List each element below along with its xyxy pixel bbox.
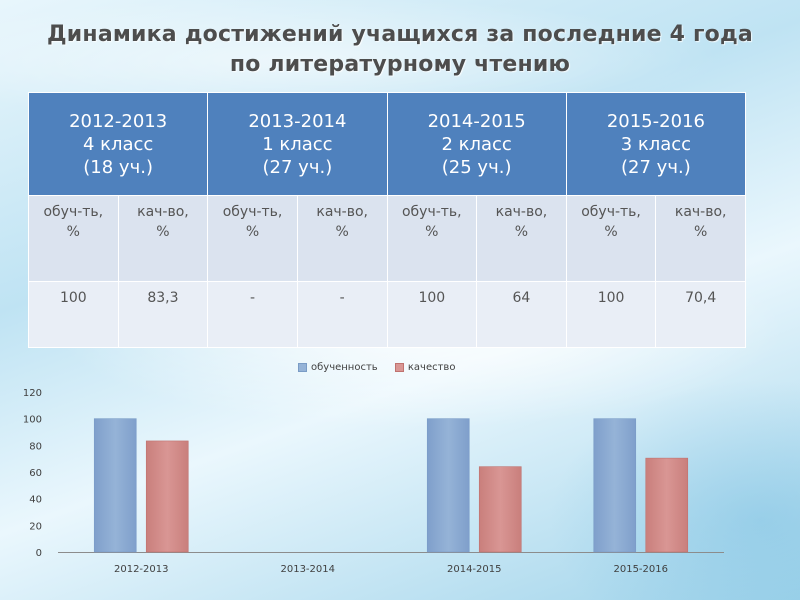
legend-swatch-series2 (394, 362, 404, 372)
subheader-unit: % (694, 224, 708, 240)
title-line-1: Динамика достижений учащихся за последни… (47, 22, 753, 47)
legend-swatch-series1 (298, 362, 307, 372)
subheader-label: обуч-ть, (222, 204, 283, 220)
period-year: 2012-2013 (69, 110, 168, 132)
period-year: 2013-2014 (248, 110, 347, 132)
period-grade: 2 класс (441, 133, 512, 155)
y-tick-label: 0 (36, 548, 42, 559)
table-cell: 70,4 (655, 281, 746, 348)
period-year: 2015-2016 (606, 110, 705, 132)
subheader-unit: % (514, 224, 529, 240)
subheader-unit: % (604, 224, 618, 240)
bar-learning (593, 418, 637, 553)
bar-quality (645, 457, 689, 553)
bar-quality (478, 466, 522, 553)
bar-chart: 0 20 40 60 80 100 120 2012-2013 2013-2014 2014-20… (23, 388, 724, 575)
bar-learning (93, 418, 137, 553)
x-tick-label: 2015-2016 (613, 564, 668, 575)
subheader-quality: кач-во,% (296, 195, 388, 282)
page-title: Динамика достижений учащихся за последни… (0, 20, 800, 80)
subheader-learning: обуч-ть,% (386, 195, 478, 282)
subheader-label: кач-во, (674, 204, 727, 220)
subheader-unit: % (335, 224, 349, 240)
y-tick-label: 40 (29, 495, 42, 506)
subheader-label: обуч-ть, (43, 204, 104, 220)
table-cell: 64 (476, 281, 567, 348)
table-cell: - (207, 281, 298, 348)
subheader-learning: обуч-ть,% (565, 195, 657, 282)
subheader-learning: обуч-ть,% (28, 195, 119, 282)
table-subheader-row: обуч-ть,% кач-во,% обуч-ть,% кач-во,% об… (28, 195, 746, 282)
y-tick-label: 20 (29, 521, 42, 532)
table-header-row: 2012-2013 4 класс (18 уч.) 2013-2014 1 к… (27, 92, 747, 196)
y-tick-label: 60 (29, 468, 42, 479)
subheader-label: кач-во, (316, 204, 368, 220)
y-tick-label: 100 (23, 415, 42, 426)
subheader-unit: % (66, 224, 80, 240)
subheader-quality: кач-во,% (117, 195, 209, 282)
subheader-unit: % (156, 224, 170, 240)
table-cell: 100 (28, 281, 119, 348)
subheader-quality: кач-во,% (655, 195, 746, 282)
period-grade: 1 класс (262, 133, 333, 155)
period-count: (18 уч.) (83, 156, 153, 178)
legend-item: качество (394, 362, 456, 373)
table-cell: 100 (565, 281, 657, 348)
subheader-label: кач-во, (137, 204, 189, 220)
period-grade: 3 класс (620, 133, 692, 155)
table-cell: 83,3 (117, 281, 209, 348)
period-grade: 4 класс (82, 133, 154, 155)
results-table: 2012-2013 4 класс (18 уч.) 2013-2014 1 к… (27, 92, 747, 348)
y-tick-label: 120 (23, 388, 42, 399)
subheader-label: обуч-ть, (581, 204, 641, 220)
table-cell: - (296, 281, 388, 348)
legend-label: обученность (311, 362, 378, 373)
x-tick-label: 2012-2013 (114, 564, 169, 575)
period-count: (25 уч.) (441, 156, 512, 178)
table-cell: 100 (386, 281, 478, 348)
period-header: 2013-2014 1 класс (27 уч.) (207, 92, 388, 196)
x-tick-label: 2014-2015 (447, 564, 502, 575)
x-tick-label: 2013-2014 (280, 564, 335, 575)
period-header: 2012-2013 4 класс (18 уч.) (27, 92, 209, 196)
period-year: 2014-2015 (427, 110, 526, 132)
subheader-unit: % (425, 224, 439, 240)
y-tick-label: 80 (29, 441, 42, 452)
bar-quality (145, 440, 189, 553)
period-header: 2014-2015 2 класс (25 уч.) (386, 92, 567, 196)
legend-item: обученность (298, 362, 378, 373)
period-count: (27 уч.) (621, 156, 691, 178)
period-count: (27 уч.) (262, 156, 333, 178)
subheader-label: кач-во, (495, 204, 548, 220)
table-values-row: 100 83,3 - - 100 64 100 70,4 (28, 281, 746, 348)
subheader-quality: кач-во,% (476, 195, 567, 282)
subheader-learning: обуч-ть,% (207, 195, 298, 282)
bar-learning (426, 418, 470, 553)
chart-legend: обученность качество (298, 362, 469, 373)
period-header: 2015-2016 3 класс (27 уч.) (565, 92, 747, 196)
title-line-2: по литературному чтению (229, 52, 571, 77)
subheader-label: обуч-ть, (401, 204, 462, 220)
subheader-unit: % (245, 224, 260, 240)
legend-label: качество (407, 362, 456, 373)
